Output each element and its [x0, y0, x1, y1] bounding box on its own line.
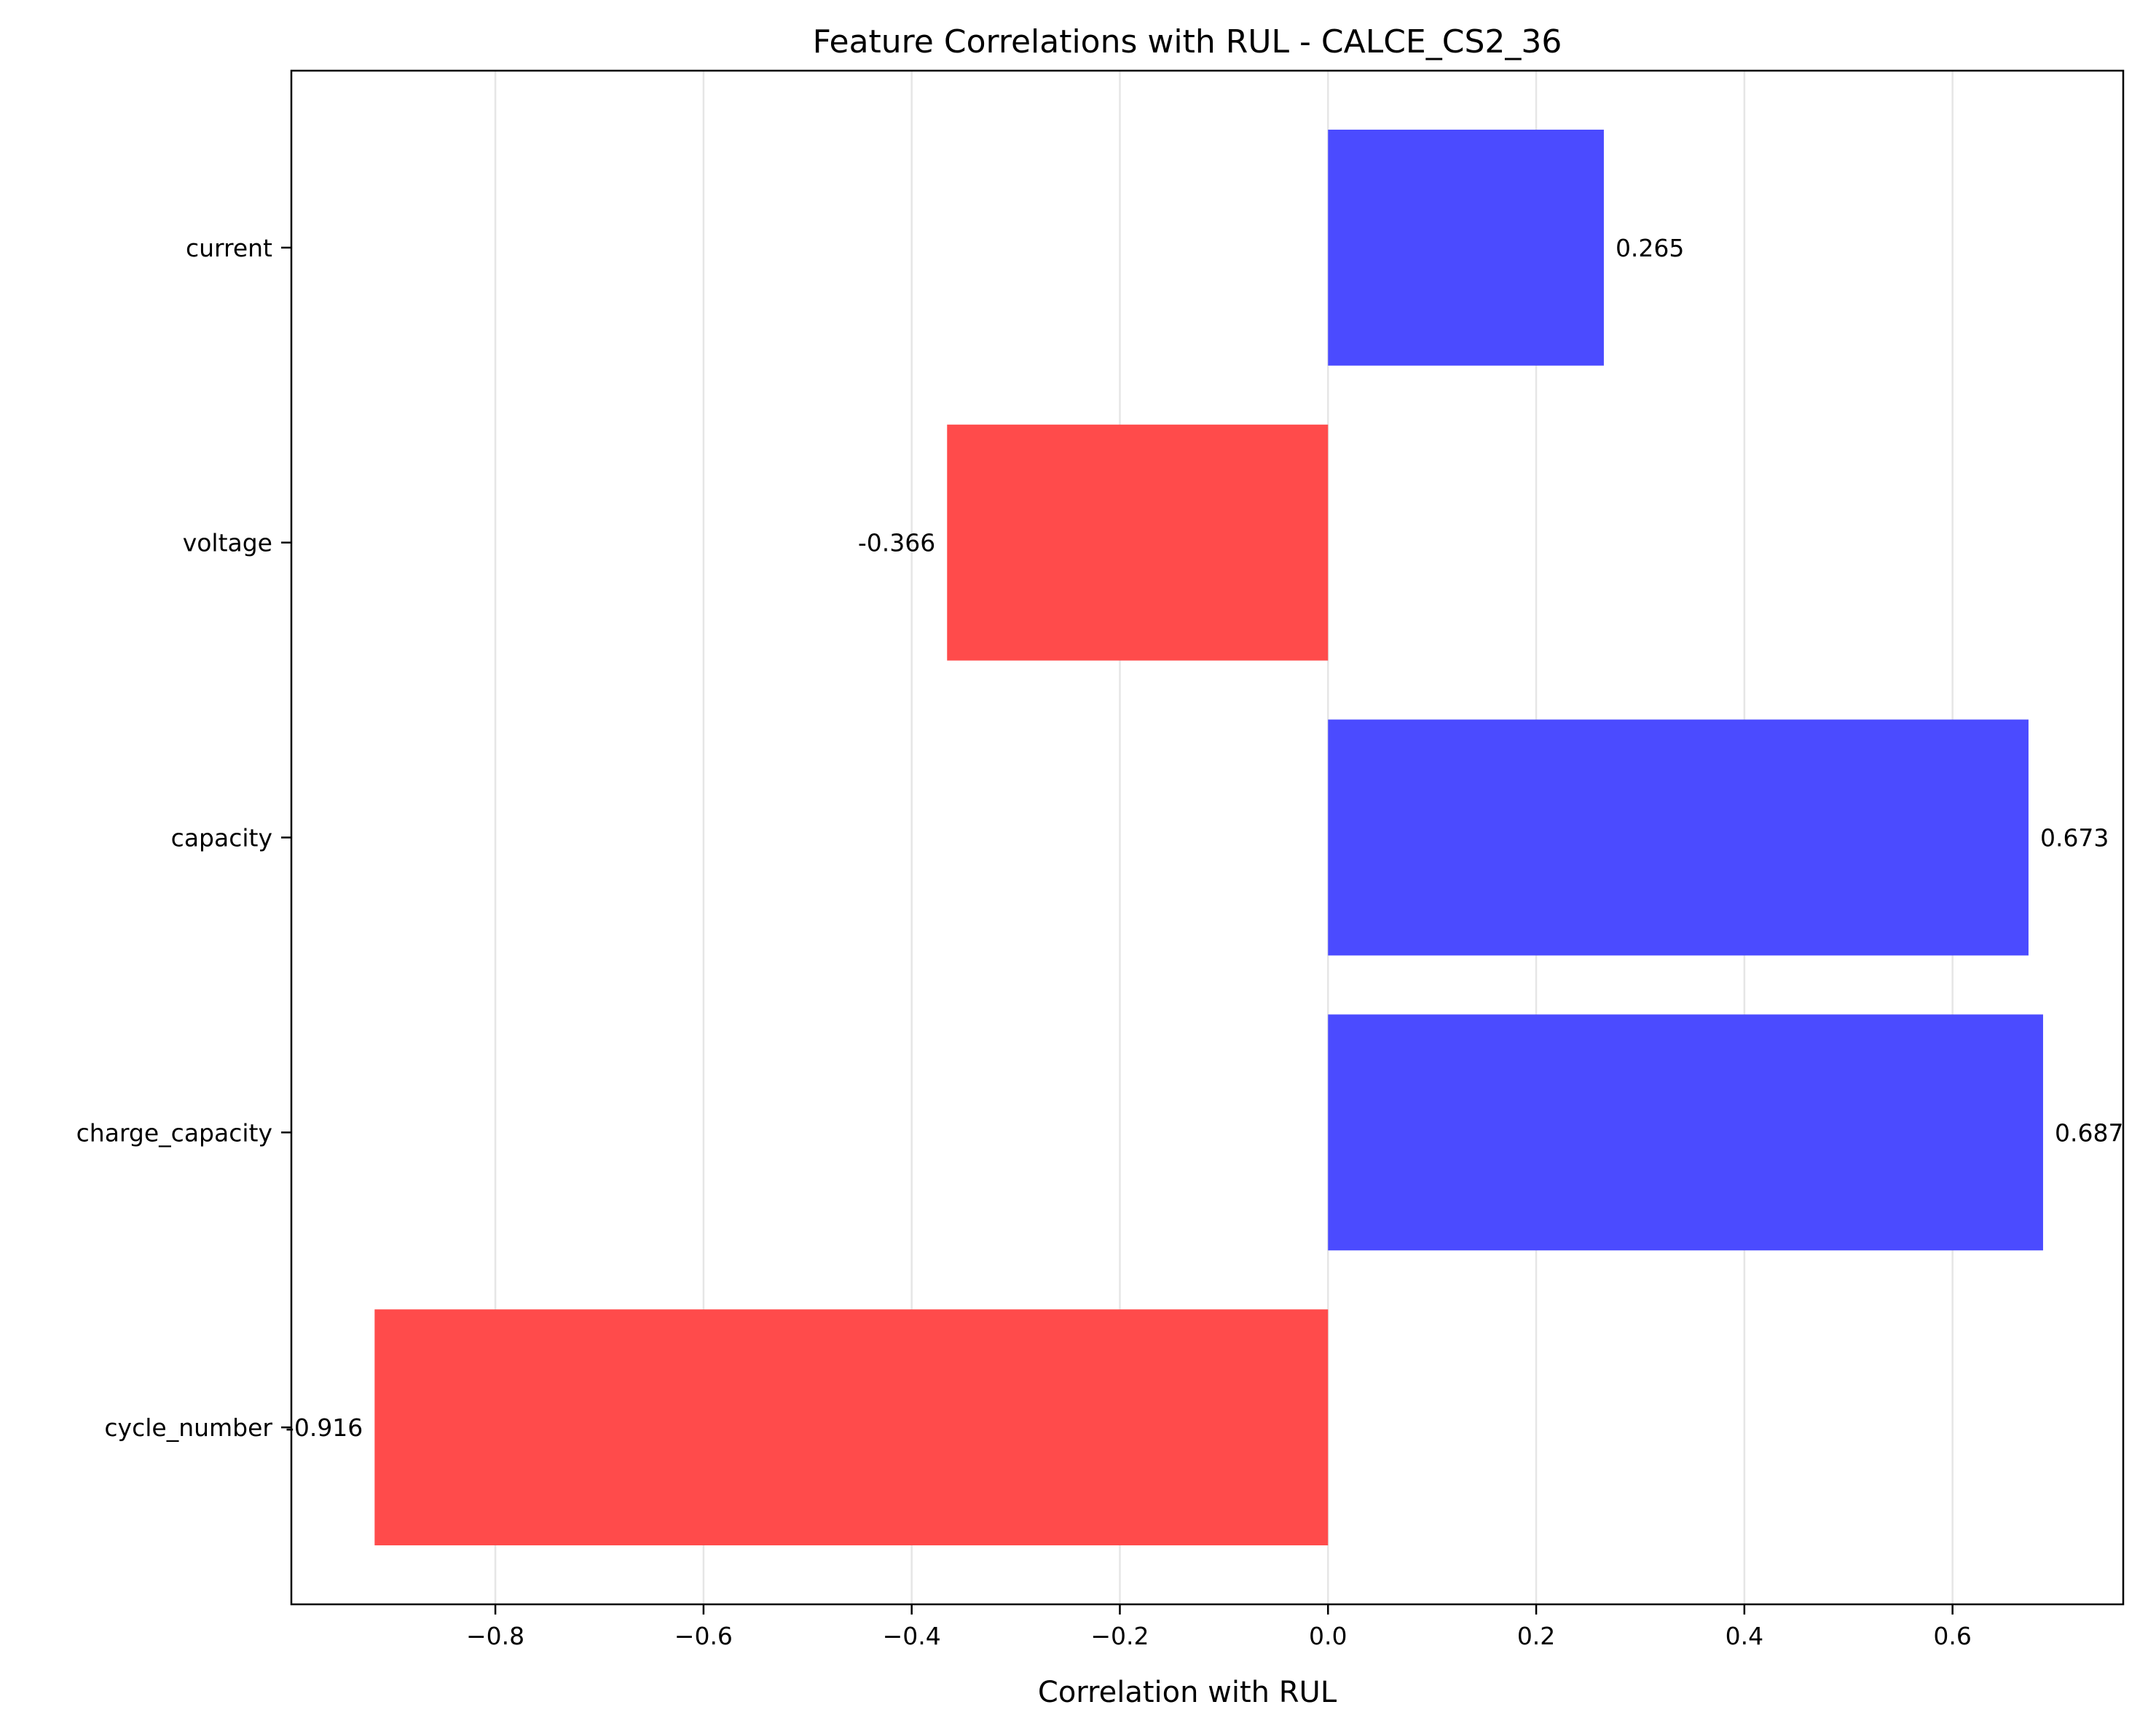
x-tick-label: −0.4 [883, 1622, 941, 1650]
x-tick-label: 0.2 [1517, 1622, 1555, 1650]
bar-voltage [947, 424, 1329, 661]
data-label: -0.916 [286, 1413, 363, 1442]
x-tick-label: −0.6 [674, 1622, 733, 1650]
y-tick-label: charge_capacity [76, 1118, 272, 1147]
data-labels: -0.916 0.687 0.673 -0.366 0.265 [286, 234, 2124, 1442]
y-tick-label: current [186, 234, 272, 262]
chart-title: Feature Correlations with RUL - CALCE_CS… [813, 23, 1562, 60]
data-label: 0.673 [2040, 824, 2109, 852]
bar-current [1328, 129, 1604, 366]
data-label: 0.265 [1616, 234, 1684, 262]
x-tick-label: −0.2 [1090, 1622, 1149, 1650]
x-tick-label: −0.8 [466, 1622, 524, 1650]
x-tick-label: 0.4 [1726, 1622, 1763, 1650]
data-label: 0.687 [2055, 1118, 2123, 1147]
x-axis-label: Correlation with RUL [1038, 1676, 1337, 1709]
y-tick-label: voltage [183, 529, 272, 557]
bars [374, 129, 2043, 1546]
y-axis-ticks: cycle_number charge_capacity capacity volta… [76, 234, 291, 1442]
bar-charge-capacity [1328, 1014, 2043, 1251]
x-tick-label: 0.0 [1309, 1622, 1347, 1650]
x-tick-label: 0.6 [1933, 1622, 1971, 1650]
bar-capacity [1328, 719, 2029, 956]
y-tick-label: cycle_number [104, 1413, 272, 1442]
y-tick-label: capacity [171, 824, 272, 852]
data-label: -0.366 [858, 529, 935, 557]
x-axis-ticks: −0.8 −0.6 −0.4 −0.2 0.0 0.2 0.4 0.6 [466, 1604, 1972, 1650]
bar-cycle-number [374, 1309, 1329, 1546]
